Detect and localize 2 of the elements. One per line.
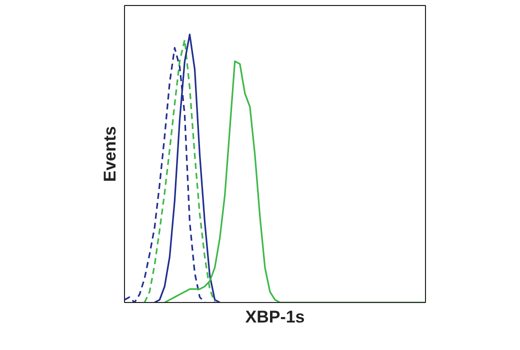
x-axis-title: XBP-1s <box>245 308 305 326</box>
y-axis-title: Events <box>100 126 120 182</box>
